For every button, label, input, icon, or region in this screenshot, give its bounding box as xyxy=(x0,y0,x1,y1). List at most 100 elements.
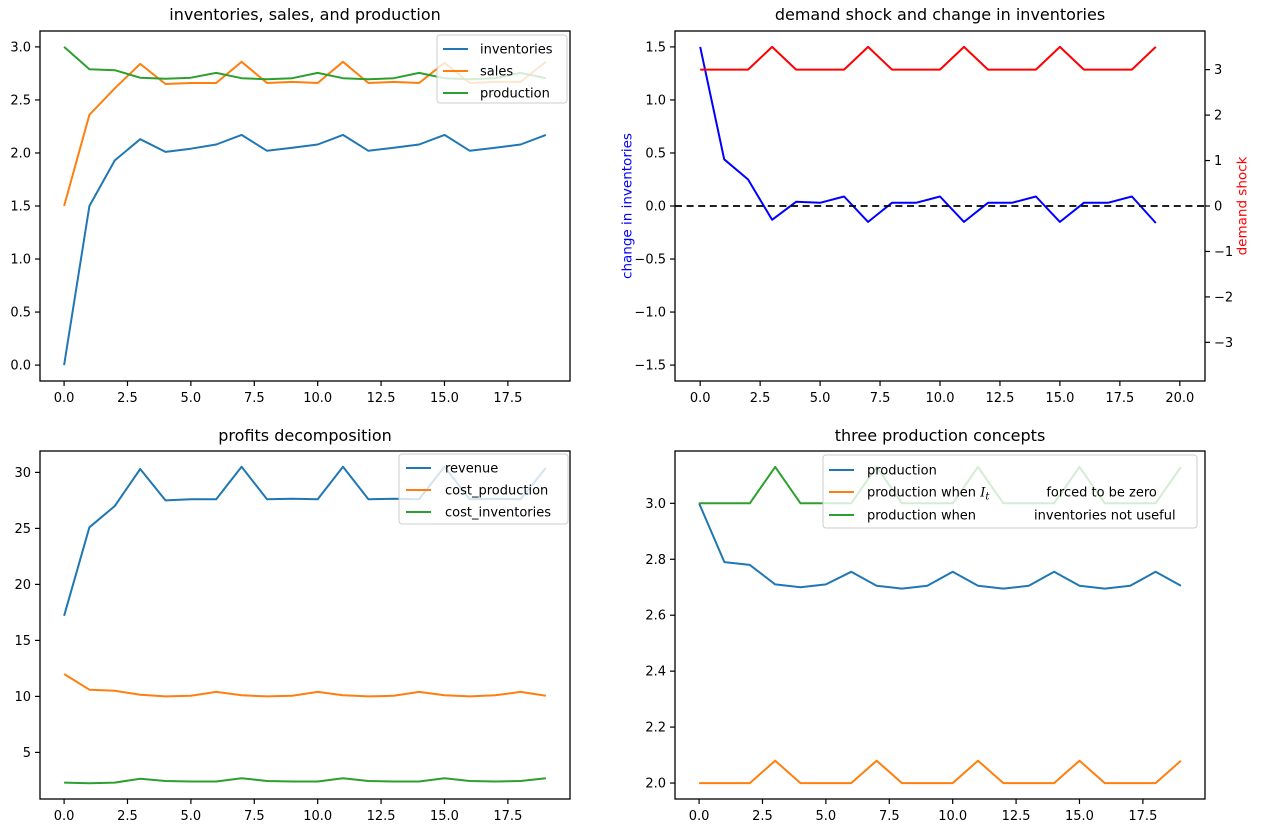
y-tick-label: 15 xyxy=(14,634,31,649)
x-tick-label: 15.0 xyxy=(1045,391,1074,406)
x-axis-ticks: 0.0 2.5 5.0 7.5 10.0 12.5 15.0 17.5 20.0 xyxy=(690,381,1194,406)
x-tick-label: 5.0 xyxy=(181,391,202,406)
ylabel-change-in-inventories: change in inventories xyxy=(619,133,636,279)
x-tick-label: 15.0 xyxy=(430,809,459,824)
y2-tick-label: −3 xyxy=(1214,336,1233,351)
x-tick-label: 7.5 xyxy=(244,809,265,824)
y-tick-label: 20 xyxy=(14,578,31,593)
y-tick-label: 0.0 xyxy=(645,200,666,215)
legend-box xyxy=(398,453,569,525)
x-tick-label: 17.5 xyxy=(493,391,522,406)
legend-box xyxy=(822,454,1198,529)
legend: revenue cost_production cost_inventories xyxy=(398,453,569,525)
line-inventories xyxy=(63,133,547,366)
y-tick-label: 2.4 xyxy=(645,665,666,680)
x-tick-label: 10.0 xyxy=(303,391,332,406)
line-cost-production xyxy=(63,673,547,698)
x-tick-label: 0.0 xyxy=(689,809,710,824)
y-axis-ticks: −1.5 −1.0 −0.5 0.0 0.5 1.0 1.5 xyxy=(634,40,675,374)
line-production xyxy=(698,502,1182,590)
x-axis-ticks: 0.0 2.5 5.0 7.5 10.0 12.5 15.0 17.5 xyxy=(689,799,1157,824)
x-tick-label: 5.0 xyxy=(181,809,202,824)
x-tick-label: 5.0 xyxy=(816,809,837,824)
subplot-bottom-right: 0.0 2.5 5.0 7.5 10.0 12.5 15.0 17.5 2.0 2.2 2.4 2.6… xyxy=(645,450,1206,824)
legend-label: production when It forced to be zero xyxy=(867,486,1157,503)
legend-label: production xyxy=(867,464,937,479)
x-tick-label: 20.0 xyxy=(1165,391,1194,406)
y-tick-label: 3.0 xyxy=(645,497,666,512)
y-tick-label: 10 xyxy=(14,690,31,705)
legend-label: cost_production xyxy=(445,484,548,499)
x-tick-label: 5.0 xyxy=(810,391,831,406)
x-tick-label: 10.0 xyxy=(303,809,332,824)
y2-tick-label: 2 xyxy=(1214,109,1222,124)
y-tick-label: 2.0 xyxy=(645,777,666,792)
title-top-right: demand shock and change in inventories xyxy=(774,5,1106,24)
y-tick-label: −1.5 xyxy=(634,359,666,374)
line-demand-shock xyxy=(700,45,1157,71)
legend-label: production xyxy=(480,87,550,102)
y-axis-ticks: 5 10 15 20 25 30 xyxy=(14,466,40,761)
y2-tick-label: −2 xyxy=(1214,290,1233,305)
y-tick-label: 30 xyxy=(14,466,31,481)
y-tick-label: 2.2 xyxy=(645,721,666,736)
x-tick-label: 17.5 xyxy=(493,809,522,824)
x-tick-label: 2.5 xyxy=(117,809,138,824)
y2-tick-label: 1 xyxy=(1214,154,1222,169)
y-tick-label: 2.6 xyxy=(645,609,666,624)
x-tick-label: 15.0 xyxy=(430,391,459,406)
x-tick-label: 12.5 xyxy=(367,809,396,824)
y-tick-label: 2.5 xyxy=(10,93,31,108)
y-axis-ticks: 0.0 0.5 1.0 1.5 2.0 2.5 3.0 xyxy=(10,40,40,374)
x-tick-label: 7.5 xyxy=(879,809,900,824)
x-tick-label: 2.5 xyxy=(750,391,771,406)
y-tick-label: 0.5 xyxy=(10,306,31,321)
x-tick-label: 10.0 xyxy=(926,391,955,406)
y2-tick-label: −1 xyxy=(1214,245,1233,260)
y-tick-label: 1.0 xyxy=(10,253,31,268)
line-cost-inventories xyxy=(64,777,547,785)
y-tick-label: 0.0 xyxy=(10,359,31,374)
x-tick-label: 0.0 xyxy=(54,809,75,824)
x-tick-label: 7.5 xyxy=(870,391,891,406)
y-tick-label: 25 xyxy=(14,522,31,537)
legend-label: inventories xyxy=(480,43,553,58)
x-tick-label: 17.5 xyxy=(1105,391,1134,406)
legend-label: sales xyxy=(480,65,513,80)
y-tick-label: 1.5 xyxy=(10,200,31,215)
x-tick-label: 0.0 xyxy=(54,391,75,406)
legend-label: production when inventories not useful xyxy=(867,509,1176,524)
y-tick-label: 5 xyxy=(23,746,31,761)
subplot-top-left: 0.0 2.5 5.0 7.5 10.0 12.5 15.0 17.5 0.0 0.5 1.0 1.5… xyxy=(10,30,571,406)
axes-frame xyxy=(674,30,1206,382)
x-tick-label: 2.5 xyxy=(752,809,773,824)
axes-frame xyxy=(674,450,1206,800)
line-production-when-it-forced-to-be-zero xyxy=(699,759,1182,785)
y-tick-label: 3.0 xyxy=(10,40,31,55)
title-bottom-left: profits decomposition xyxy=(218,426,392,445)
y2-axis-ticks: −3 −2 −1 0 1 2 3 xyxy=(1205,63,1233,351)
legend: inventories sales production xyxy=(436,34,568,104)
x-tick-label: 0.0 xyxy=(690,391,711,406)
x-axis-ticks: 0.0 2.5 5.0 7.5 10.0 12.5 15.0 17.5 xyxy=(54,381,522,406)
x-tick-label: 15.0 xyxy=(1065,809,1094,824)
subplot-top-right: 0.0 2.5 5.0 7.5 10.0 12.5 15.0 17.5 20.0−1.5−1.0… xyxy=(634,30,1233,406)
y-tick-label: −1.0 xyxy=(634,306,666,321)
legend-label: revenue xyxy=(445,462,498,477)
legend-box xyxy=(436,34,568,104)
subplot-bottom-left: 0.0 2.5 5.0 7.5 10.0 12.5 15.0 17.5 5 10 15 20 25 30 r… xyxy=(14,450,571,824)
x-tick-label: 17.5 xyxy=(1128,809,1157,824)
x-axis-ticks: 0.0 2.5 5.0 7.5 10.0 12.5 15.0 17.5 xyxy=(54,799,522,824)
legend: production production when It forced to be… xyxy=(822,454,1198,529)
y2-tick-label: 0 xyxy=(1214,200,1222,215)
x-tick-label: 12.5 xyxy=(1002,809,1031,824)
x-tick-label: 7.5 xyxy=(244,391,265,406)
y-tick-label: 1.0 xyxy=(645,93,666,108)
x-tick-label: 10.0 xyxy=(938,809,967,824)
y-axis-ticks: 2.0 2.2 2.4 2.6 2.8 3.0 xyxy=(645,497,675,792)
x-tick-label: 12.5 xyxy=(367,391,396,406)
axes-frame xyxy=(39,450,571,800)
y-tick-label: 0.5 xyxy=(645,146,666,161)
x-tick-label: 2.5 xyxy=(117,391,138,406)
